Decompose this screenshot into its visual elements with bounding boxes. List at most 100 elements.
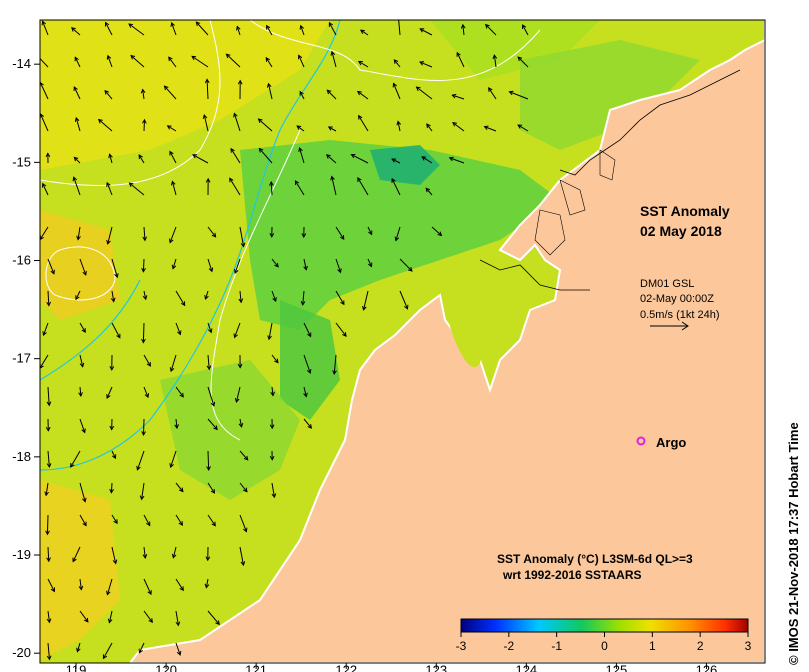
warm-patch-n: [430, 20, 600, 80]
vector-legend-line2: 02-May 00:00Z: [640, 293, 714, 305]
current-vector: [239, 290, 242, 303]
colorbar-tick-label: 0: [601, 639, 608, 653]
plot-frame: [39, 19, 766, 664]
current-vector: [172, 258, 177, 269]
current-vector: [143, 514, 151, 526]
current-vector: [138, 154, 145, 164]
current-vector: [326, 154, 337, 164]
current-vector: [391, 178, 401, 196]
current-vector-head: [448, 156, 454, 162]
contour-white-1: [40, 20, 221, 187]
current-vector-head: [169, 367, 175, 373]
current-vector: [357, 91, 369, 100]
current-vector: [226, 53, 241, 68]
current-vector-head: [300, 300, 306, 306]
colorbar-tick-label: -1: [551, 639, 562, 653]
current-vector-head: [237, 79, 243, 85]
plot-area: [40, 20, 765, 663]
current-vector-head: [71, 27, 76, 32]
current-vector: [397, 121, 401, 132]
current-vector-head: [146, 361, 151, 367]
current-vector-head: [210, 401, 216, 407]
current-vector: [72, 546, 81, 562]
current-vector: [367, 226, 373, 235]
current-vector-head: [205, 556, 211, 562]
current-vector: [77, 226, 81, 240]
lat-tick-label: -15: [12, 154, 31, 169]
current-vector-head: [144, 393, 150, 399]
current-vector: [168, 56, 177, 68]
current-vector: [136, 450, 145, 470]
current-vector: [47, 610, 50, 623]
lon-tick-label: 120: [155, 663, 177, 672]
current-vector-head: [484, 23, 490, 29]
current-vector: [239, 514, 247, 532]
current-vector-head: [111, 454, 117, 460]
current-vector-head: [243, 527, 248, 533]
current-vector-head: [296, 125, 302, 130]
current-vector-head: [141, 431, 146, 436]
current-vector: [142, 258, 145, 272]
colorbar-tick-label: -2: [503, 639, 514, 653]
kimberley-coastline: [559, 69, 741, 176]
cool-patch-south: [280, 300, 340, 420]
current-vector-head: [202, 114, 208, 120]
current-vector: [142, 89, 145, 100]
current-vector: [239, 226, 245, 247]
current-vector-head: [50, 587, 55, 593]
current-vector-head: [240, 242, 246, 248]
current-vector-head: [205, 177, 211, 183]
current-vector-head: [337, 268, 342, 274]
current-vector: [47, 386, 50, 406]
current-vector: [233, 113, 241, 132]
vector-legend-line3: 0.5m/s (1kt 24h): [640, 309, 719, 321]
current-vector: [169, 151, 177, 164]
current-vector-head: [426, 123, 431, 129]
current-vector: [143, 578, 152, 595]
current-vector: [103, 642, 113, 659]
current-vector-head: [104, 89, 109, 95]
current-vector-head: [303, 392, 308, 398]
current-vector-head: [274, 262, 279, 268]
warm-patch-west: [40, 210, 120, 320]
current-vector-head: [46, 401, 52, 407]
current-vector-head: [45, 530, 50, 536]
current-vector: [265, 57, 273, 68]
map-title-line1: SST Anomaly: [640, 203, 730, 219]
current-vector-head: [142, 236, 148, 242]
current-vector-head: [141, 338, 146, 344]
current-vector: [143, 354, 151, 367]
vector-legend-line1: DM01 GSL: [640, 278, 694, 290]
current-vector-head: [73, 156, 79, 162]
lon-tick-label: 124: [515, 663, 537, 672]
current-vector-head: [74, 116, 80, 122]
lat-tick-label: -18: [12, 449, 31, 464]
current-vector: [452, 122, 465, 132]
current-vector-head: [271, 493, 277, 499]
current-vector-head: [41, 20, 46, 26]
current-vector: [296, 125, 305, 132]
current-vector-head: [141, 118, 147, 124]
colorbar-ticks: -3 -2 -1 0 1 2 3: [456, 632, 752, 653]
current-vector: [171, 22, 177, 36]
current-vector-head: [267, 335, 272, 341]
current-vector-head: [233, 112, 238, 118]
imos-credit: © IMOS 21-Nov-2018 17:37 Hobart Time: [786, 422, 801, 665]
current-vector-head: [451, 93, 457, 99]
current-vector-head: [404, 304, 409, 310]
current-vector: [138, 642, 145, 653]
current-vector: [170, 450, 177, 468]
map-title-line2: 02 May 2018: [640, 223, 722, 239]
current-vector: [335, 290, 345, 305]
current-vector-head: [106, 181, 111, 187]
current-vector: [230, 148, 241, 164]
current-vector: [111, 546, 117, 564]
current-vector-head: [392, 82, 397, 88]
current-vector-head: [330, 50, 336, 56]
current-vector: [333, 354, 337, 375]
current-vector: [485, 24, 497, 36]
current-vector-head: [81, 428, 86, 434]
current-vector-head: [46, 618, 52, 624]
current-vector: [259, 148, 273, 164]
current-vector: [40, 226, 49, 240]
